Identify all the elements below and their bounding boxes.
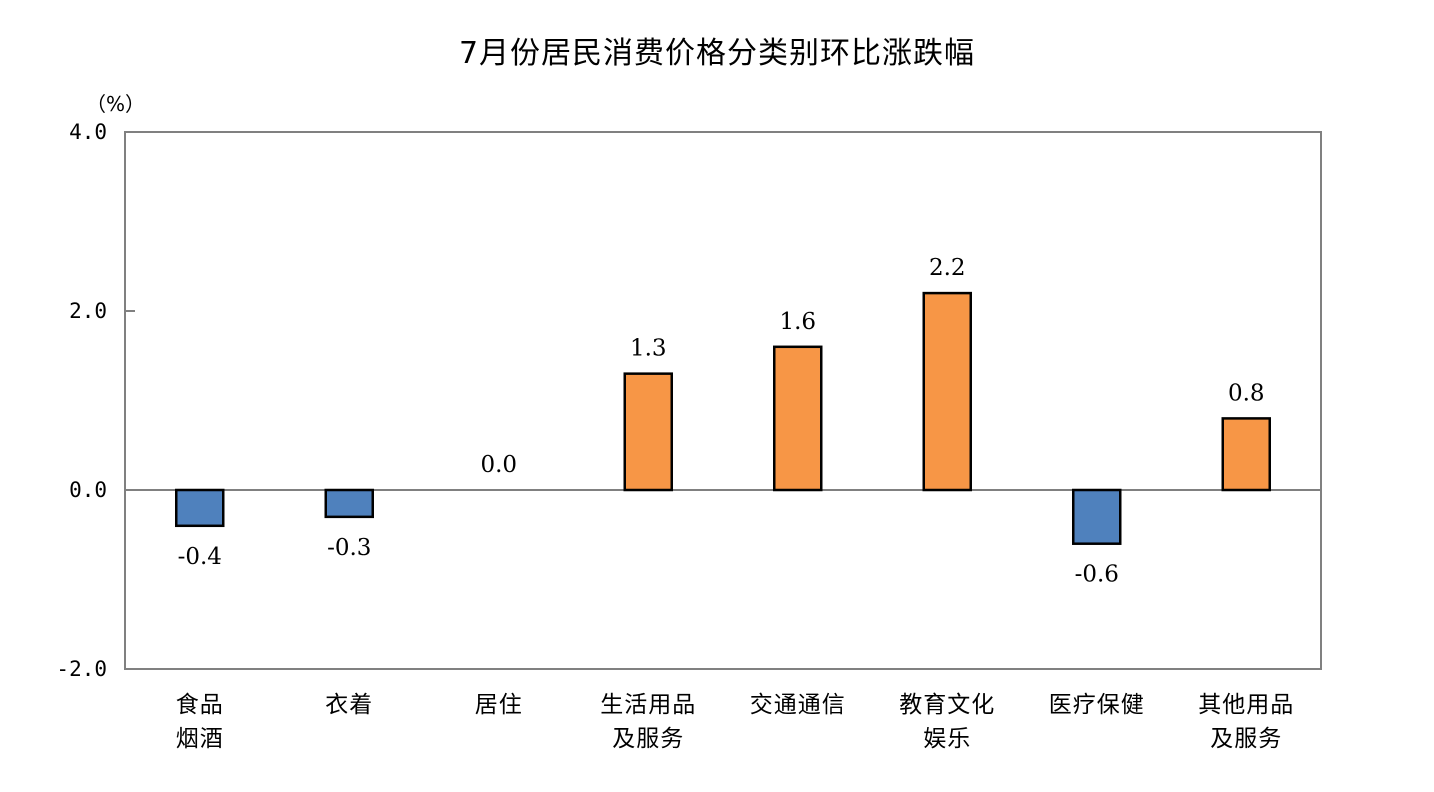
bar	[324, 488, 374, 519]
x-axis-category-label: 衣着	[274, 688, 424, 722]
category-label-line: 交通通信	[749, 692, 846, 718]
data-label: 2.2	[929, 255, 966, 281]
y-axis-tick-label: 4.0	[69, 120, 107, 144]
bar	[1221, 417, 1271, 492]
x-axis-category-label: 食品 烟酒	[125, 688, 275, 756]
category-label-line: 医疗保健	[1048, 692, 1145, 718]
x-axis-category-label: 交通通信	[723, 688, 873, 722]
y-axis-unit-label: （%）	[86, 92, 146, 116]
category-label-line: 烟酒	[175, 726, 224, 752]
plot-area-frame	[124, 131, 1322, 670]
category-label-line: 及服务	[612, 726, 685, 752]
data-label: 0.8	[1228, 380, 1265, 406]
chart-title: 7月份居民消费价格分类别环比涨跌幅	[458, 36, 976, 71]
category-label-line: 娱乐	[923, 726, 972, 752]
x-axis-category-label: 生活用品 及服务	[573, 688, 723, 756]
category-label-line: 居住	[474, 692, 523, 718]
y-axis-tick-label: 0.0	[69, 478, 107, 502]
category-label-line: 及服务	[1210, 726, 1283, 752]
x-axis-category-label: 医疗保健	[1022, 688, 1172, 722]
x-axis-category-label: 居住	[424, 688, 574, 722]
bar	[175, 488, 225, 528]
y-axis-tick-label: 2.0	[69, 299, 107, 323]
bar	[1072, 488, 1122, 545]
y-axis-tick-label: -2.0	[56, 657, 107, 681]
x-axis-category-label: 教育文化 娱乐	[872, 688, 1022, 756]
data-label: -0.3	[327, 535, 371, 561]
bar	[922, 291, 972, 492]
category-label-line: 食品	[175, 692, 224, 718]
category-label-line: 生活用品	[600, 692, 697, 718]
bar	[773, 345, 823, 492]
category-label-line: 衣着	[325, 692, 374, 718]
x-axis-category-label: 其他用品 及服务	[1171, 688, 1321, 756]
data-label: -0.4	[178, 544, 222, 570]
bar	[623, 372, 673, 492]
data-label: 1.6	[779, 309, 816, 335]
data-label: 1.3	[630, 336, 667, 362]
category-label-line: 教育文化	[899, 692, 996, 718]
data-label: 0.0	[480, 452, 517, 478]
category-label-line: 其他用品	[1198, 692, 1295, 718]
data-label: -0.6	[1075, 562, 1119, 588]
